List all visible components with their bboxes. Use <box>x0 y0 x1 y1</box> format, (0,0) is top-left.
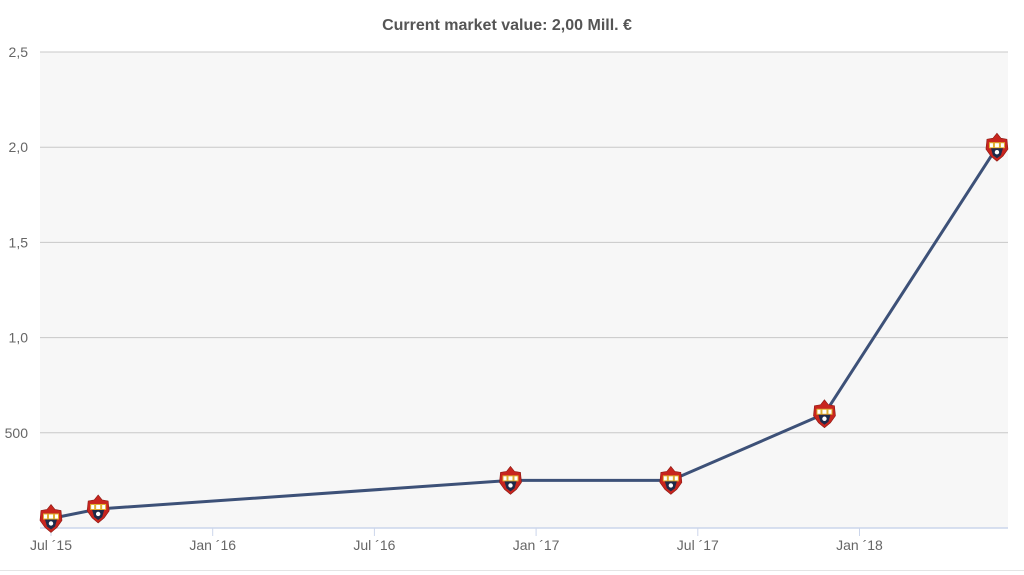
club-crest-icon <box>499 465 522 495</box>
crest-ball <box>994 150 1000 155</box>
crest-letters <box>663 476 678 481</box>
crest-ball <box>822 416 827 421</box>
x-tick-label: Jan ´17 <box>513 537 560 553</box>
divider <box>0 570 1024 571</box>
y-tick-label: 1,5 <box>9 234 29 250</box>
x-tick-label: Jan ´16 <box>189 537 236 553</box>
y-tick-label: 500 <box>5 425 29 441</box>
crest-letters <box>503 476 518 481</box>
crest-ball <box>95 511 101 517</box>
club-crest-icon <box>813 399 836 429</box>
crest-letters <box>91 504 106 509</box>
crest-ball <box>508 483 513 488</box>
club-crest-icon <box>985 132 1009 162</box>
x-tick-label: Jul ´16 <box>353 537 395 553</box>
chart-title: Current market value: 2,00 Mill. € <box>382 17 632 34</box>
crest-letters <box>817 409 832 414</box>
x-tick-label: Jul ´17 <box>677 537 719 553</box>
x-tick-label: Jul ´15 <box>30 537 72 553</box>
x-tick-label: Jan ´18 <box>836 537 883 553</box>
crest-letters <box>989 143 1004 148</box>
plot-area <box>40 52 1008 528</box>
club-crest-icon <box>659 465 683 495</box>
club-crest-icon <box>86 494 110 524</box>
y-tick-label: 2,5 <box>9 44 29 60</box>
y-tick-label: 1,0 <box>9 330 29 346</box>
crest-letters <box>44 514 58 519</box>
club-crest-icon <box>39 503 63 533</box>
crest-ball <box>668 483 674 488</box>
y-tick-label: 2,0 <box>9 139 29 155</box>
crest-ball <box>48 521 54 526</box>
